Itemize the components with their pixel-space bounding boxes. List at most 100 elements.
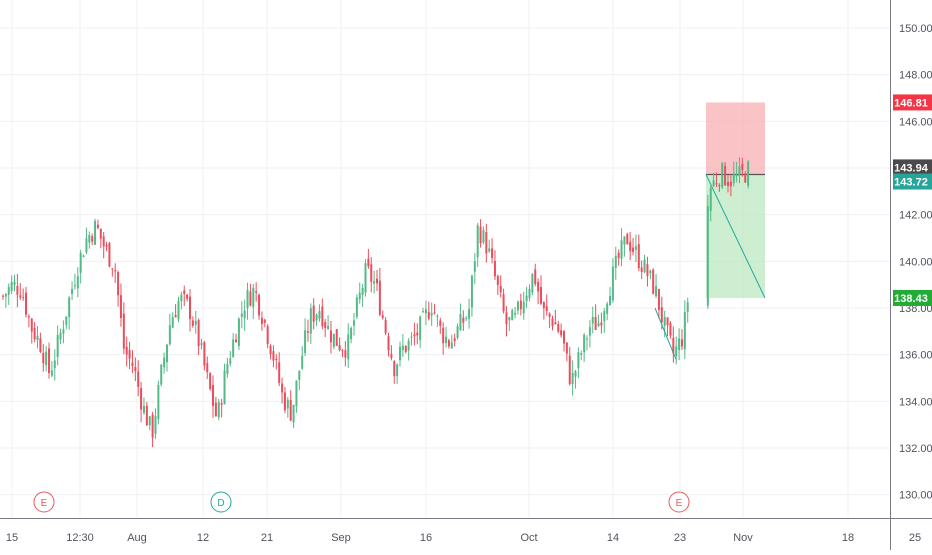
candle-body xyxy=(413,334,416,337)
candle-body xyxy=(511,310,514,321)
candle-body xyxy=(606,303,609,314)
candle-body xyxy=(473,261,476,272)
candle-body xyxy=(456,326,459,338)
candle-body xyxy=(33,327,36,340)
candle-body xyxy=(634,246,637,250)
candle-body xyxy=(275,358,278,360)
candle-body xyxy=(10,281,13,291)
candle-body xyxy=(591,316,594,324)
candle-body xyxy=(565,342,568,354)
candle-body xyxy=(726,181,729,186)
x-tick-label: Oct xyxy=(520,532,537,544)
candle-body xyxy=(148,416,151,426)
candle-body xyxy=(272,351,275,361)
candle-body xyxy=(447,340,450,347)
candle-body xyxy=(586,338,589,340)
candle-body xyxy=(318,311,321,319)
y-tick-label: 134.00 xyxy=(899,396,932,408)
candle-body xyxy=(439,320,442,326)
candle-body xyxy=(237,318,240,347)
candle-body xyxy=(554,322,557,325)
candle-body xyxy=(209,373,212,390)
candle-body xyxy=(73,285,76,287)
candle-body xyxy=(212,385,215,406)
candle-body xyxy=(338,345,341,351)
candle-body xyxy=(738,166,741,176)
candle-body xyxy=(122,313,125,349)
candle-body xyxy=(390,354,393,359)
candle-body xyxy=(525,295,528,302)
candle-body xyxy=(99,228,102,239)
candle-body xyxy=(180,294,183,302)
candle-body xyxy=(48,348,51,374)
price-label-last: 143.94 xyxy=(894,162,929,174)
candle-body xyxy=(712,180,715,187)
candle-body xyxy=(183,290,186,294)
y-tick-label: 142.00 xyxy=(899,210,932,222)
candle-body xyxy=(568,355,571,385)
candle-body xyxy=(22,297,25,299)
candle-body xyxy=(597,323,600,327)
candle-body xyxy=(189,296,191,320)
candle-body xyxy=(197,320,200,347)
candle-body xyxy=(508,317,511,321)
candle-body xyxy=(131,362,134,367)
candle-body xyxy=(306,331,309,333)
candle-body xyxy=(19,295,22,298)
candle-body xyxy=(450,342,453,349)
candle-body xyxy=(686,302,689,312)
candle-body xyxy=(516,301,519,311)
candle-body xyxy=(364,263,367,293)
candle-body xyxy=(683,312,686,350)
price-label-target: 138.43 xyxy=(894,293,928,305)
candle-body xyxy=(7,287,10,295)
candle-body xyxy=(422,311,425,313)
candle-body xyxy=(76,276,79,289)
candle-body xyxy=(194,320,197,325)
candle-body xyxy=(125,346,128,355)
candle-body xyxy=(485,232,488,254)
candle-body xyxy=(502,294,505,312)
candle-body xyxy=(732,173,735,184)
candle-body xyxy=(163,357,166,368)
candle-body xyxy=(594,316,597,331)
candle-body xyxy=(399,346,402,361)
candle-body xyxy=(266,326,269,345)
candle-body xyxy=(499,285,502,293)
candle-body xyxy=(59,332,62,340)
candle-body xyxy=(623,236,626,245)
candle-body xyxy=(281,383,284,393)
candle-body xyxy=(468,309,471,319)
candle-body xyxy=(640,267,643,272)
candle-body xyxy=(741,163,744,171)
x-tick-label: 14 xyxy=(607,532,619,544)
candle-body xyxy=(134,367,137,372)
candle-body xyxy=(203,342,206,366)
candle-body xyxy=(315,314,318,321)
price-label-target-bg xyxy=(893,289,932,306)
candle-body xyxy=(629,241,632,252)
projection-line xyxy=(705,174,766,299)
dividend-marker-label: D xyxy=(217,498,224,509)
candle-body xyxy=(352,320,355,326)
candle-body xyxy=(479,226,482,244)
candle-body xyxy=(542,302,545,309)
candle-body xyxy=(119,295,122,319)
candle-body xyxy=(249,291,252,306)
candle-body xyxy=(729,181,732,187)
candle-body xyxy=(672,337,675,354)
candle-body xyxy=(25,292,28,315)
candle-body xyxy=(27,316,30,318)
candle-body xyxy=(396,364,399,377)
y-tick-label: 132.00 xyxy=(899,443,932,455)
candle-body xyxy=(117,272,120,296)
candle-body xyxy=(145,405,148,426)
candle-body xyxy=(252,287,255,307)
candle-body xyxy=(177,301,180,320)
candle-body xyxy=(283,392,286,411)
candle-body xyxy=(433,312,436,314)
x-tick-label: Nov xyxy=(733,532,753,544)
candle-body xyxy=(82,255,85,258)
